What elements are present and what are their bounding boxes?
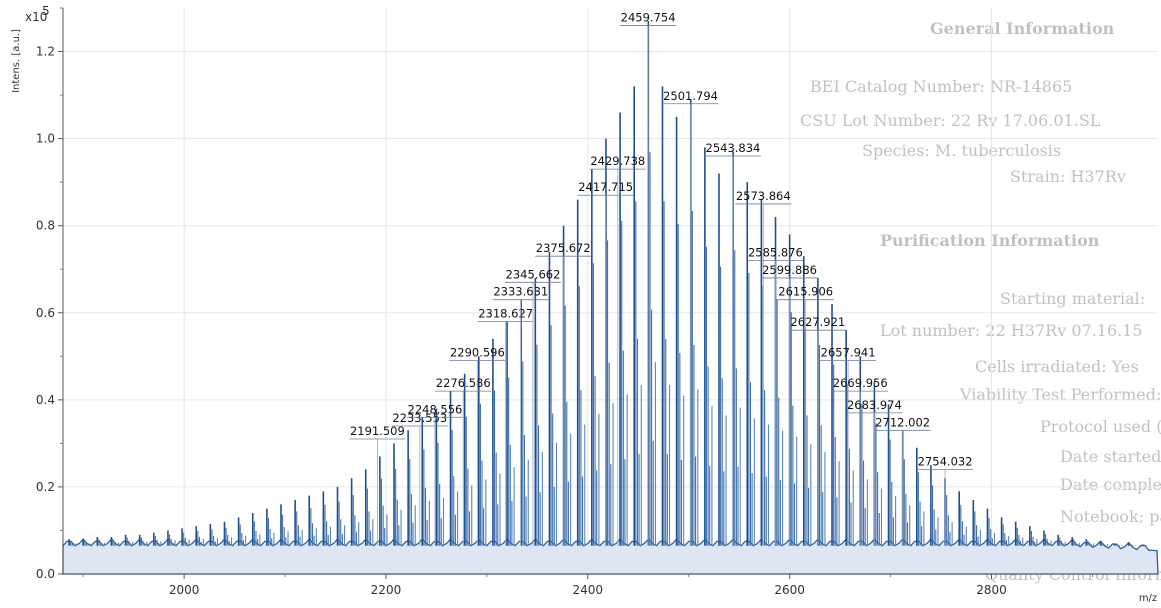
y-multiplier-exponent: 5 — [42, 4, 50, 18]
peak-label: 2375.672 — [536, 241, 591, 255]
x-tick-label: 2600 — [774, 583, 805, 597]
peak-label: 2683.974 — [847, 398, 902, 412]
x-tick-label: 2000 — [169, 583, 200, 597]
peak-label: 2345.662 — [506, 267, 561, 281]
x-tick-label: 2800 — [976, 583, 1007, 597]
peak-label: 2615.906 — [778, 285, 833, 299]
y-multiplier: x10 — [25, 10, 47, 24]
watermark-line: Purification Information — [880, 231, 1100, 250]
peak-label: 2754.032 — [918, 455, 973, 469]
peak-label: 2191.509 — [350, 424, 405, 438]
peak-label: 2627.921 — [790, 315, 845, 329]
watermark-line: Starting material: — [1000, 289, 1145, 308]
y-tick-label: 0.6 — [36, 306, 55, 320]
peak-series — [62, 21, 1159, 575]
watermark-line: Date completed: — [1060, 475, 1161, 494]
watermark-line: Protocol used (SOP #): — [1040, 417, 1161, 436]
peak-label: 2290.596 — [450, 346, 505, 360]
y-tick-label: 1.2 — [36, 45, 55, 59]
axes: 0.0 0.2 0.4 0.6 0.8 1.0 1.2 2000 2200 2400 2600 280… — [11, 4, 1158, 604]
peak-label: 2318.627 — [478, 306, 533, 320]
watermark-line: Cells irradiated: Yes — [975, 357, 1139, 376]
peak-label: 2543.834 — [706, 141, 761, 155]
peak-label: 2276.586 — [436, 376, 491, 390]
x-tick-label: 2200 — [371, 583, 402, 597]
peak-label: 2669.956 — [833, 376, 888, 390]
peak-label: 2233.553 — [392, 411, 447, 425]
watermark-line: CSU Lot Number: 22 Rv 17.06.01.SL — [800, 111, 1101, 130]
peak-label: 2712.002 — [875, 415, 930, 429]
watermark-line: Date started: — [1060, 447, 1161, 466]
watermark-line: Species: M. tuberculosis — [862, 141, 1061, 160]
background-watermark: General Information BEI Catalog Number: N… — [800, 19, 1161, 584]
y-tick-label: 0.8 — [36, 219, 55, 233]
peak-label: 2585.876 — [748, 246, 803, 260]
watermark-line: Viability Test Performed: Yes — [959, 385, 1161, 404]
x-axis-title: m/z — [1139, 593, 1157, 604]
peak-label: 2501.794 — [663, 89, 718, 103]
peak-label: 2248.556 — [408, 402, 463, 416]
peak-label: 2459.754 — [621, 10, 676, 24]
y-tick-label: 0.0 — [36, 567, 55, 581]
y-axis-title: Intens. [a.u.] — [11, 29, 22, 93]
x-tick-label: 2400 — [573, 583, 604, 597]
watermark-line: Strain: H37Rv — [1010, 167, 1126, 186]
y-tick-label: 0.2 — [36, 480, 55, 494]
peak-label: 2573.864 — [736, 189, 791, 203]
watermark-line: Notebook; page(s): — [1060, 507, 1161, 526]
y-tick-label: 0.4 — [36, 393, 55, 407]
peak-label: 2417.715 — [578, 180, 633, 194]
watermark-line: BEI Catalog Number: NR-14865 — [810, 77, 1072, 96]
y-tick-label: 1.0 — [36, 132, 55, 146]
watermark-line: General Information — [930, 19, 1115, 38]
watermark-line: Lot number: 22 H37Rv 07.16.15 — [880, 321, 1143, 340]
peak-label: 2333.631 — [493, 285, 548, 299]
peak-label: 2429.738 — [590, 154, 645, 168]
peak-label: 2599.886 — [762, 263, 817, 277]
peak-label: 2657.941 — [821, 346, 876, 360]
